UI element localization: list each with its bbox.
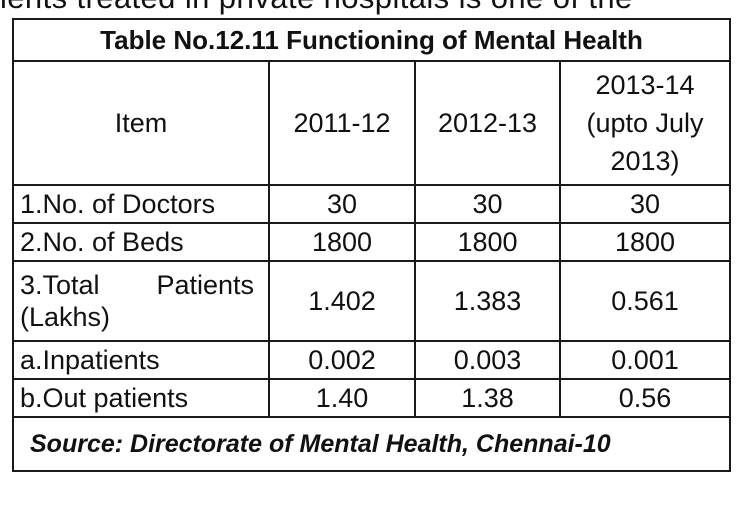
cell-value: 0.001 (559, 340, 731, 380)
cell-value: 1800 (559, 222, 731, 262)
header-2013-14: 2013-14 (upto July 2013) (559, 60, 731, 186)
cell-value: 1800 (414, 222, 561, 262)
row-label-part: 3.Total (20, 270, 100, 300)
cell-value: 0.561 (559, 260, 731, 342)
cell-value: 1800 (268, 222, 416, 262)
header-item: Item (12, 60, 270, 186)
cell-value: 1.402 (268, 260, 416, 342)
header-2011-12: 2011-12 (268, 60, 416, 186)
table-header-row: Item 2011-12 2012-13 2013-14 (upto July … (12, 60, 731, 186)
header-2013-14-line1: 2013-14 (595, 70, 695, 100)
row-label: 2.No. of Beds (12, 222, 270, 262)
cell-value: 0.56 (559, 378, 731, 418)
table-source: Source: Directorate of Mental Health, Ch… (12, 416, 731, 472)
row-label-part: Patients (156, 270, 254, 300)
mental-health-table: Table No.12.11 Functioning of Mental Hea… (12, 18, 731, 472)
table-row-outpatients: b.Out patients 1.40 1.38 0.56 (12, 378, 731, 418)
table-title-row: Table No.12.11 Functioning of Mental Hea… (12, 18, 731, 62)
table-title: Table No.12.11 Functioning of Mental Hea… (12, 18, 731, 62)
header-2013-14-line2: (upto July (586, 108, 704, 138)
cell-value: 1.383 (414, 260, 561, 342)
table-row-beds: 2.No. of Beds 1800 1800 1800 (12, 222, 731, 262)
previous-paragraph-fragment: ients treated in private hospitals is on… (0, 0, 754, 18)
table-source-row: Source: Directorate of Mental Health, Ch… (12, 416, 731, 472)
row-label-line1: 3.Total Patients (20, 269, 268, 301)
table-row-doctors: 1.No. of Doctors 30 30 30 (12, 184, 731, 224)
cell-value: 30 (559, 184, 731, 224)
cell-value: 0.003 (414, 340, 561, 380)
row-label: a.Inpatients (12, 340, 270, 380)
cell-value: 1.38 (414, 378, 561, 418)
header-2012-13: 2012-13 (414, 60, 561, 186)
cell-value: 30 (414, 184, 561, 224)
header-2013-14-line3: 2013) (610, 146, 680, 176)
row-label: 1.No. of Doctors (12, 184, 270, 224)
row-label: b.Out patients (12, 378, 270, 418)
row-label-line2: (Lakhs) (20, 302, 111, 332)
cell-value: 0.002 (268, 340, 416, 380)
row-label: 3.Total Patients (Lakhs) (12, 260, 270, 342)
cell-value: 30 (268, 184, 416, 224)
cell-value: 1.40 (268, 378, 416, 418)
table-row-inpatients: a.Inpatients 0.002 0.003 0.001 (12, 340, 731, 380)
table-row-total-patients: 3.Total Patients (Lakhs) 1.402 1.383 0.5… (12, 260, 731, 342)
